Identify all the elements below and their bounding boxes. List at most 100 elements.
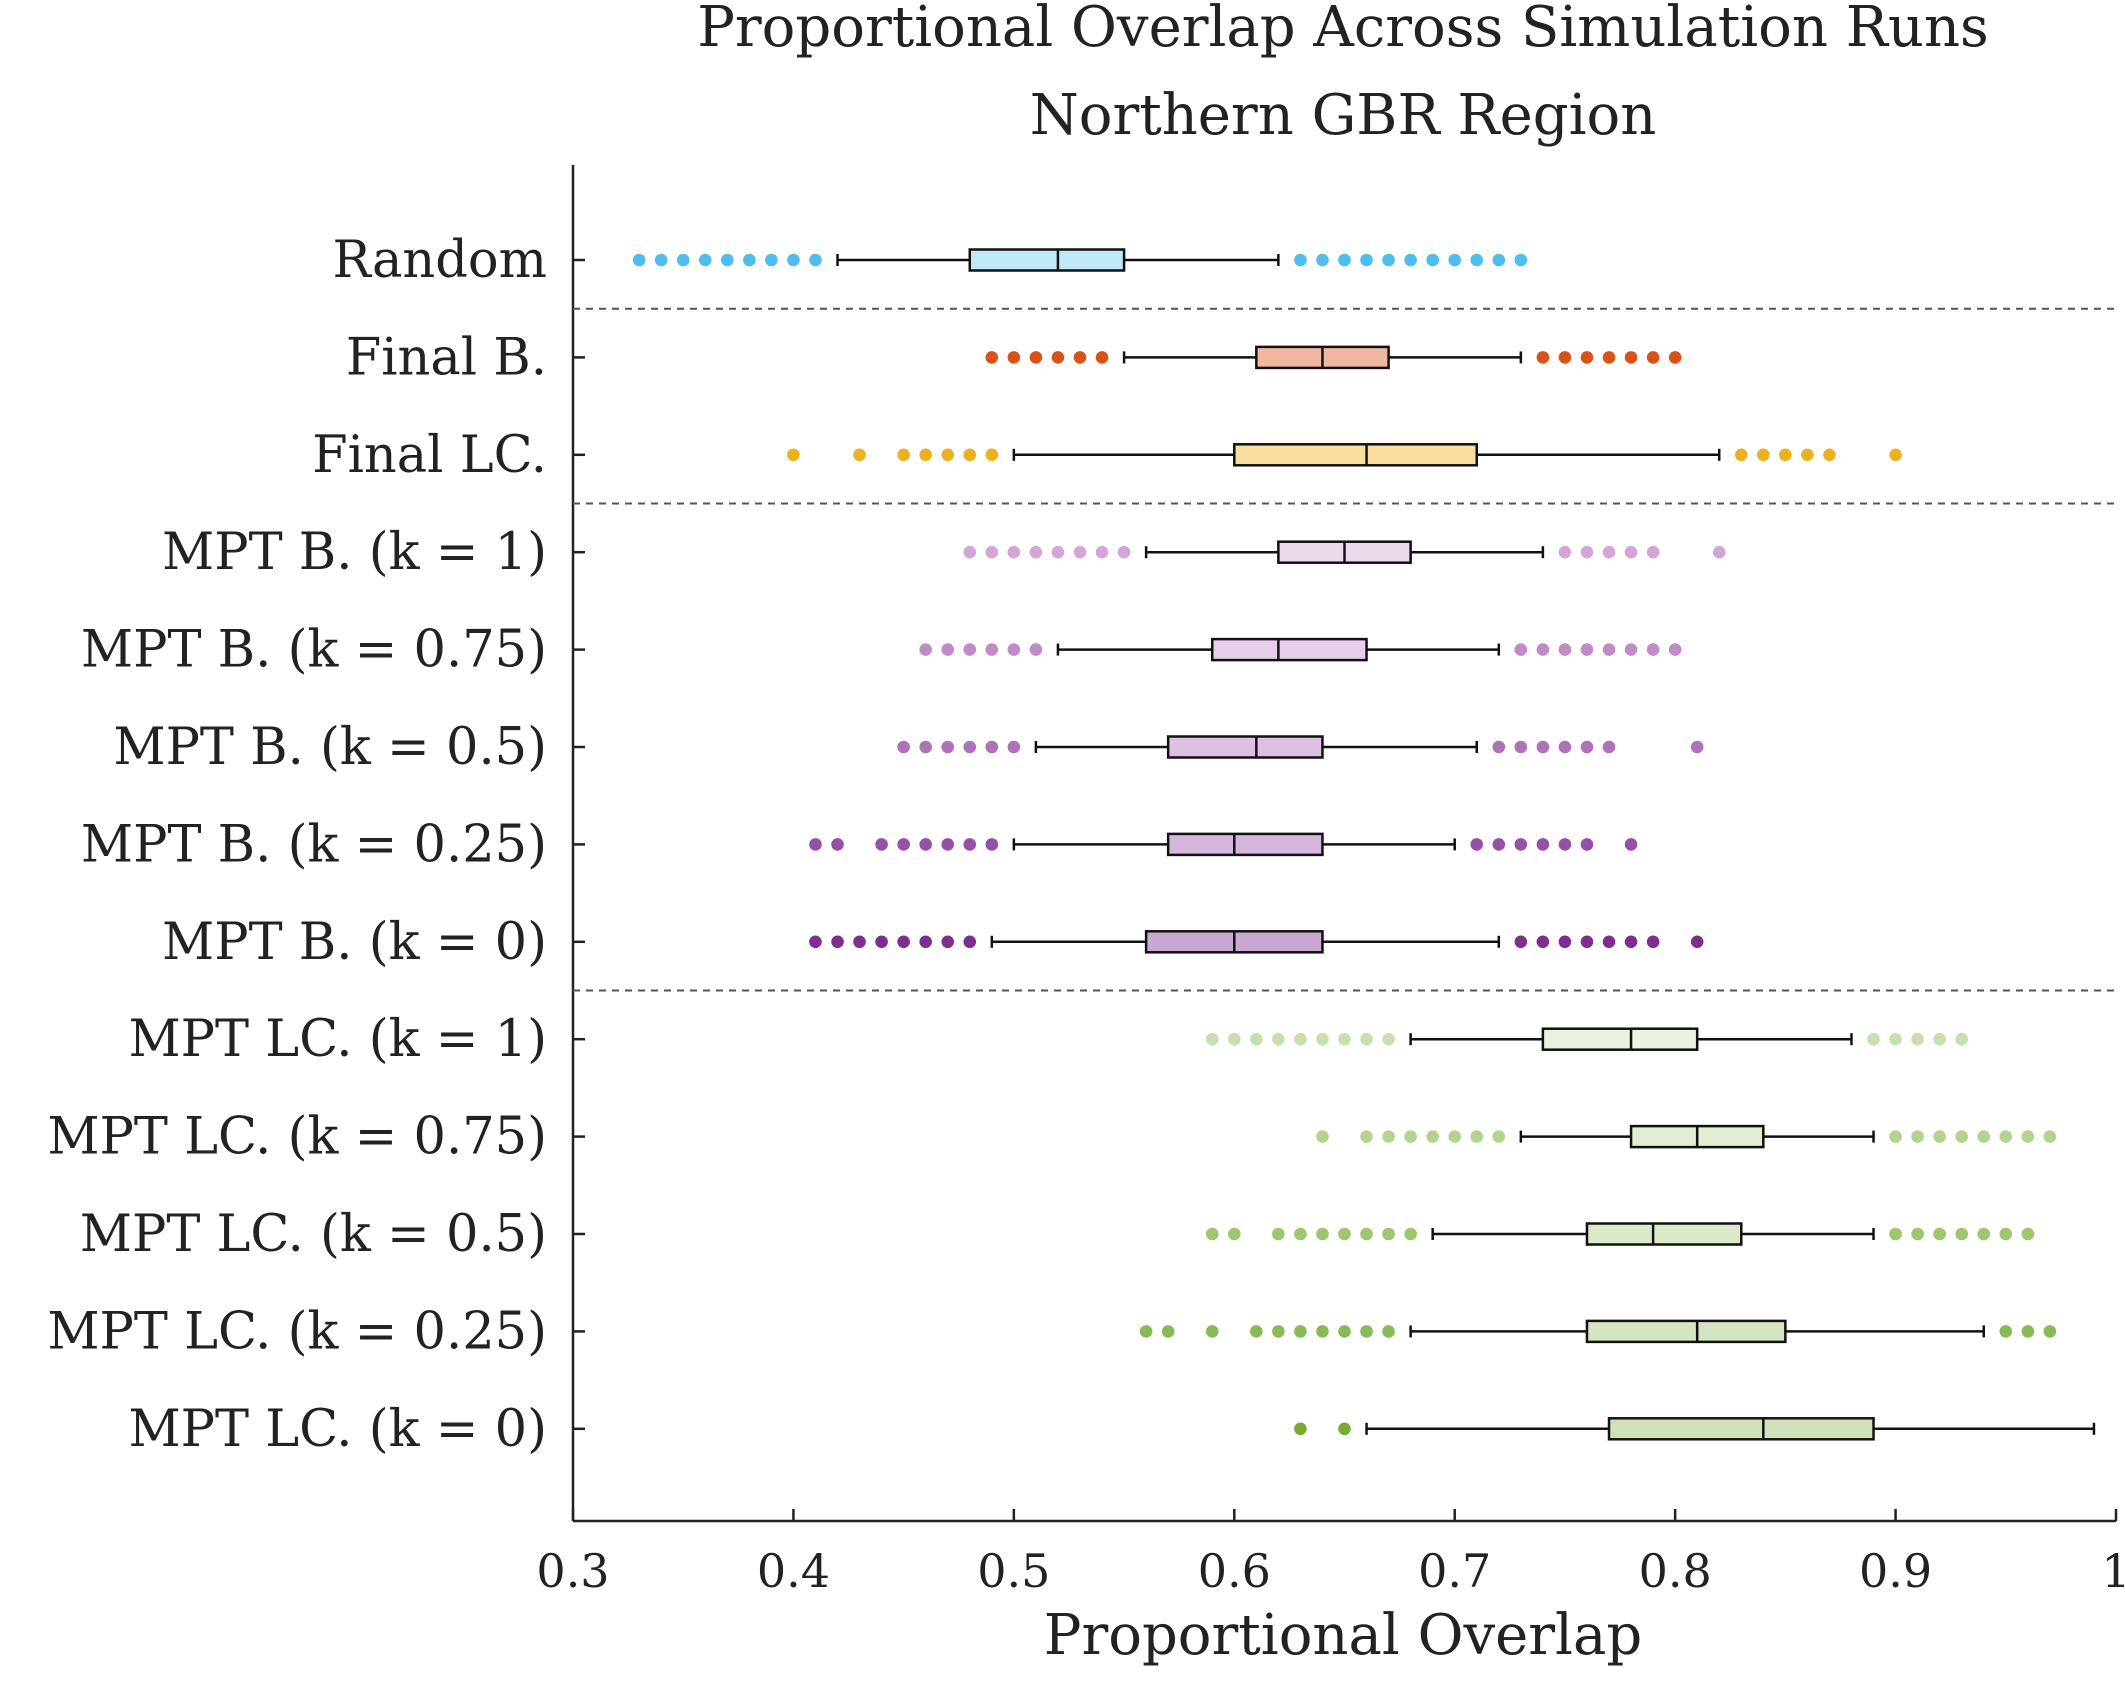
- outlier-point: [1558, 351, 1572, 364]
- iqr-box: [1166, 735, 1324, 759]
- outlier-point: [1624, 935, 1638, 949]
- outlier-point: [1492, 1130, 1506, 1143]
- outlier-point: [1360, 253, 1373, 267]
- box-groups: Random Final B. Final LC. MPT B. (k = 1) MPT…: [47, 231, 2096, 1459]
- outlier-point: [1734, 448, 1748, 462]
- outlier-point: [1536, 838, 1550, 851]
- iqr-box: [1166, 832, 1324, 857]
- outlier-point: [1580, 740, 1594, 754]
- outlier-point: [1977, 1227, 1991, 1241]
- outlier-point: [1272, 1032, 1285, 1046]
- iqr-box: [1233, 443, 1479, 467]
- outlier-point: [1161, 1325, 1175, 1338]
- outlier-point: [1338, 1032, 1351, 1046]
- outlier-point: [787, 448, 800, 462]
- outlier-point: [897, 838, 910, 851]
- outlier-point: [1205, 1227, 1219, 1241]
- outlier-point: [1426, 253, 1439, 267]
- outlier-point: [1624, 545, 1638, 559]
- outlier-point: [1404, 1227, 1417, 1241]
- outlier-point: [1051, 351, 1065, 364]
- outlier-point: [1382, 1325, 1395, 1338]
- category-label: MPT B. (k = 0): [162, 913, 547, 972]
- outlier-point: [1558, 935, 1572, 949]
- outlier-point: [875, 838, 888, 851]
- outlier-point: [1227, 1032, 1241, 1046]
- outlier-point: [1602, 643, 1616, 656]
- outlier-point: [1889, 1032, 1902, 1046]
- outlier-point: [1646, 351, 1660, 364]
- outlier-point: [831, 838, 844, 851]
- outlier-point: [1227, 1227, 1241, 1241]
- outlier-point: [1580, 351, 1594, 364]
- outlier-point: [1294, 1422, 1307, 1436]
- outlier-point: [1646, 935, 1660, 949]
- outlier-point: [1492, 253, 1506, 267]
- category-label: Final B.: [346, 328, 547, 387]
- category-label: MPT LC. (k = 1): [128, 1010, 547, 1069]
- chart-title: Proportional Overlap Across Simulation R…: [697, 0, 1989, 60]
- outlier-point: [1690, 935, 1704, 949]
- outlier-point: [1492, 740, 1506, 754]
- outlier-point: [2021, 1325, 2035, 1338]
- outlier-point: [1536, 351, 1550, 364]
- outlier-point: [1889, 448, 1902, 462]
- outlier-point: [1316, 253, 1329, 267]
- outlier-point: [1580, 935, 1594, 949]
- outlier-point: [1316, 1032, 1329, 1046]
- outlier-point: [1999, 1130, 2013, 1143]
- outlier-point: [1073, 545, 1087, 559]
- outlier-point: [853, 935, 866, 949]
- outlier-point: [1338, 1325, 1351, 1338]
- outlier-point: [1889, 1227, 1902, 1241]
- category-label: Final LC.: [312, 426, 547, 485]
- outlier-point: [1536, 935, 1550, 949]
- outlier-point: [1382, 1032, 1395, 1046]
- outlier-point: [963, 448, 977, 462]
- outlier-point: [1514, 253, 1528, 267]
- outlier-point: [919, 838, 932, 851]
- outlier-point: [1448, 253, 1462, 267]
- outlier-point: [1470, 253, 1484, 267]
- outlier-point: [1779, 448, 1792, 462]
- outlier-point: [941, 935, 955, 949]
- outlier-point: [1668, 643, 1682, 656]
- category-label: MPT B. (k = 0.5): [113, 718, 547, 777]
- iqr-box: [1541, 1027, 1699, 1051]
- outlier-point: [1933, 1130, 1946, 1143]
- outlier-point: [985, 351, 999, 364]
- outlier-point: [1911, 1227, 1924, 1241]
- box-group: MPT B. (k = 0.5): [113, 718, 1704, 777]
- outlier-point: [1580, 838, 1594, 851]
- outlier-point: [1404, 253, 1417, 267]
- outlier-point: [1602, 545, 1616, 559]
- outlier-point: [919, 935, 932, 949]
- outlier-point: [1999, 1325, 2013, 1338]
- outlier-point: [809, 935, 822, 949]
- box-group: MPT LC. (k = 0.25): [47, 1302, 2057, 1361]
- outlier-point: [1294, 1227, 1307, 1241]
- outlier-point: [1205, 1325, 1219, 1338]
- outlier-point: [1536, 740, 1550, 754]
- outlier-point: [941, 838, 955, 851]
- iqr-box: [1607, 1417, 1875, 1441]
- outlier-point: [1558, 643, 1572, 656]
- outlier-point: [1095, 545, 1109, 559]
- outlier-point: [1139, 1325, 1153, 1338]
- box-group: MPT LC. (k = 0.5): [80, 1205, 2035, 1264]
- outlier-point: [1558, 740, 1572, 754]
- outlier-point: [1095, 351, 1109, 364]
- box-group: MPT B. (k = 0): [162, 913, 1704, 972]
- outlier-point: [2021, 1130, 2035, 1143]
- outlier-point: [1646, 545, 1660, 559]
- outlier-point: [1073, 351, 1087, 364]
- outlier-point: [1955, 1130, 1968, 1143]
- outlier-point: [941, 643, 955, 656]
- outlier-point: [897, 448, 910, 462]
- outlier-point: [963, 740, 977, 754]
- outlier-point: [1316, 1227, 1329, 1241]
- outlier-point: [1205, 1032, 1219, 1046]
- outlier-point: [721, 253, 734, 267]
- outlier-point: [1757, 448, 1770, 462]
- chart-subtitle: Northern GBR Region: [1030, 83, 1657, 148]
